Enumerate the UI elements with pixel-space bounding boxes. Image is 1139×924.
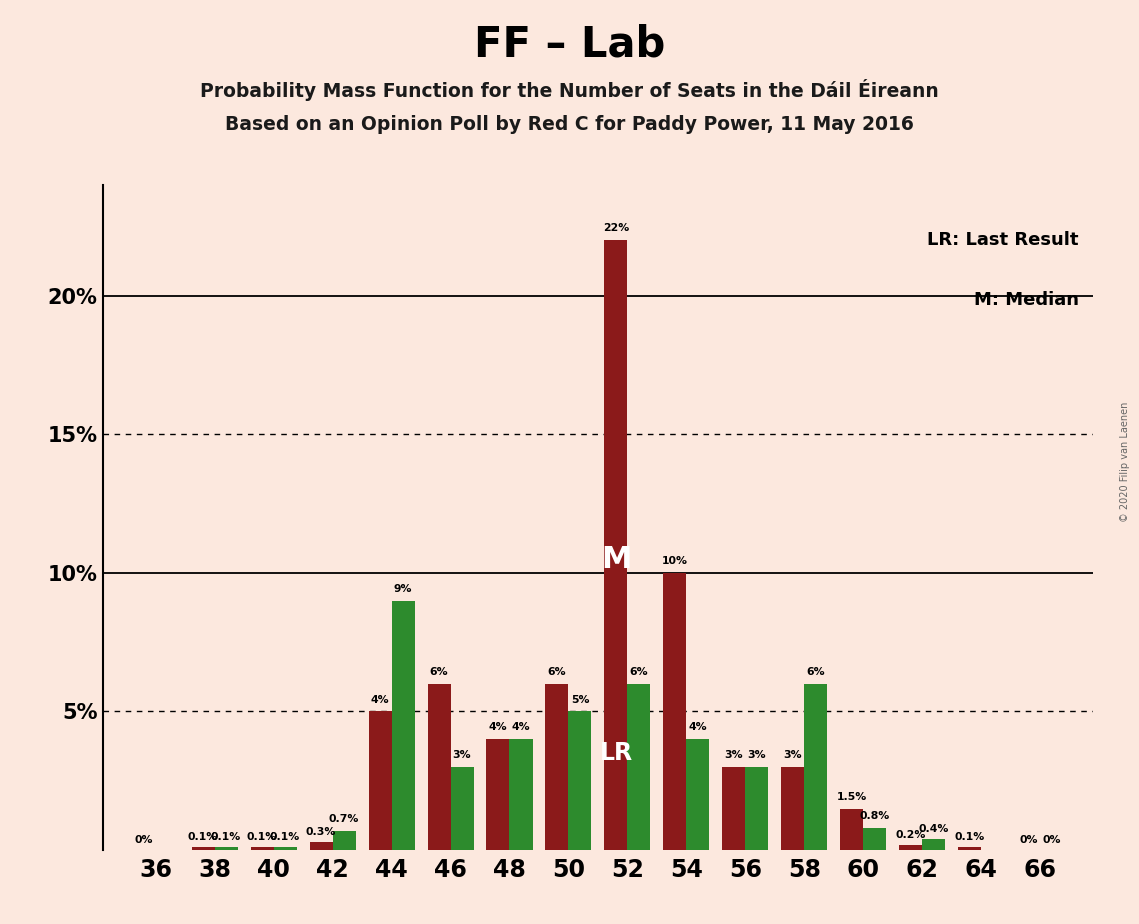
Text: 6%: 6%: [429, 667, 449, 676]
Text: 0.8%: 0.8%: [860, 811, 890, 821]
Text: 0.4%: 0.4%: [919, 824, 949, 834]
Bar: [214, 847, 238, 850]
Text: 4%: 4%: [370, 695, 390, 705]
Bar: [369, 711, 392, 850]
Text: © 2020 Filip van Laenen: © 2020 Filip van Laenen: [1120, 402, 1130, 522]
Text: 0.1%: 0.1%: [188, 833, 219, 843]
Bar: [191, 847, 214, 850]
Text: 1.5%: 1.5%: [837, 792, 867, 802]
Text: Probability Mass Function for the Number of Seats in the Dáil Éireann: Probability Mass Function for the Number…: [200, 79, 939, 101]
Text: M: Median: M: Median: [974, 291, 1079, 310]
Text: 0.1%: 0.1%: [211, 833, 241, 843]
Text: 0.1%: 0.1%: [247, 833, 277, 843]
Bar: [745, 767, 769, 850]
Text: 6%: 6%: [630, 667, 648, 676]
Text: 0%: 0%: [1042, 835, 1062, 845]
Text: 9%: 9%: [394, 584, 412, 594]
Bar: [486, 739, 509, 850]
Bar: [568, 711, 591, 850]
Bar: [687, 739, 710, 850]
Text: 0.7%: 0.7%: [329, 814, 359, 824]
Text: 4%: 4%: [489, 723, 507, 732]
Bar: [509, 739, 533, 850]
Text: 6%: 6%: [548, 667, 566, 676]
Bar: [392, 601, 415, 850]
Text: 22%: 22%: [603, 224, 629, 233]
Bar: [900, 845, 923, 850]
Bar: [781, 767, 804, 850]
Bar: [546, 684, 568, 850]
Bar: [958, 847, 982, 850]
Bar: [841, 808, 863, 850]
Text: 0.3%: 0.3%: [306, 827, 336, 837]
Bar: [251, 847, 273, 850]
Bar: [663, 573, 687, 850]
Text: 0.1%: 0.1%: [954, 833, 985, 843]
Text: 4%: 4%: [511, 723, 531, 732]
Bar: [273, 847, 296, 850]
Bar: [923, 839, 945, 850]
Bar: [722, 767, 745, 850]
Text: FF – Lab: FF – Lab: [474, 23, 665, 65]
Text: 6%: 6%: [806, 667, 826, 676]
Text: LR: Last Result: LR: Last Result: [927, 231, 1079, 249]
Text: 3%: 3%: [784, 750, 802, 760]
Text: 10%: 10%: [662, 556, 688, 565]
Text: 0%: 0%: [1019, 835, 1038, 845]
Bar: [333, 831, 355, 850]
Text: 0.1%: 0.1%: [270, 833, 301, 843]
Text: M: M: [600, 544, 631, 574]
Text: LR: LR: [599, 741, 632, 765]
Bar: [451, 767, 474, 850]
Bar: [605, 240, 628, 850]
Text: Based on an Opinion Poll by Red C for Paddy Power, 11 May 2016: Based on an Opinion Poll by Red C for Pa…: [226, 116, 913, 135]
Bar: [804, 684, 827, 850]
Text: 3%: 3%: [747, 750, 767, 760]
Text: 3%: 3%: [452, 750, 472, 760]
Bar: [863, 828, 886, 850]
Bar: [427, 684, 451, 850]
Text: 5%: 5%: [571, 695, 589, 705]
Bar: [310, 842, 333, 850]
Text: 3%: 3%: [724, 750, 744, 760]
Bar: [628, 684, 650, 850]
Text: 4%: 4%: [689, 723, 707, 732]
Text: 0%: 0%: [134, 835, 154, 845]
Text: 0.2%: 0.2%: [895, 830, 926, 840]
